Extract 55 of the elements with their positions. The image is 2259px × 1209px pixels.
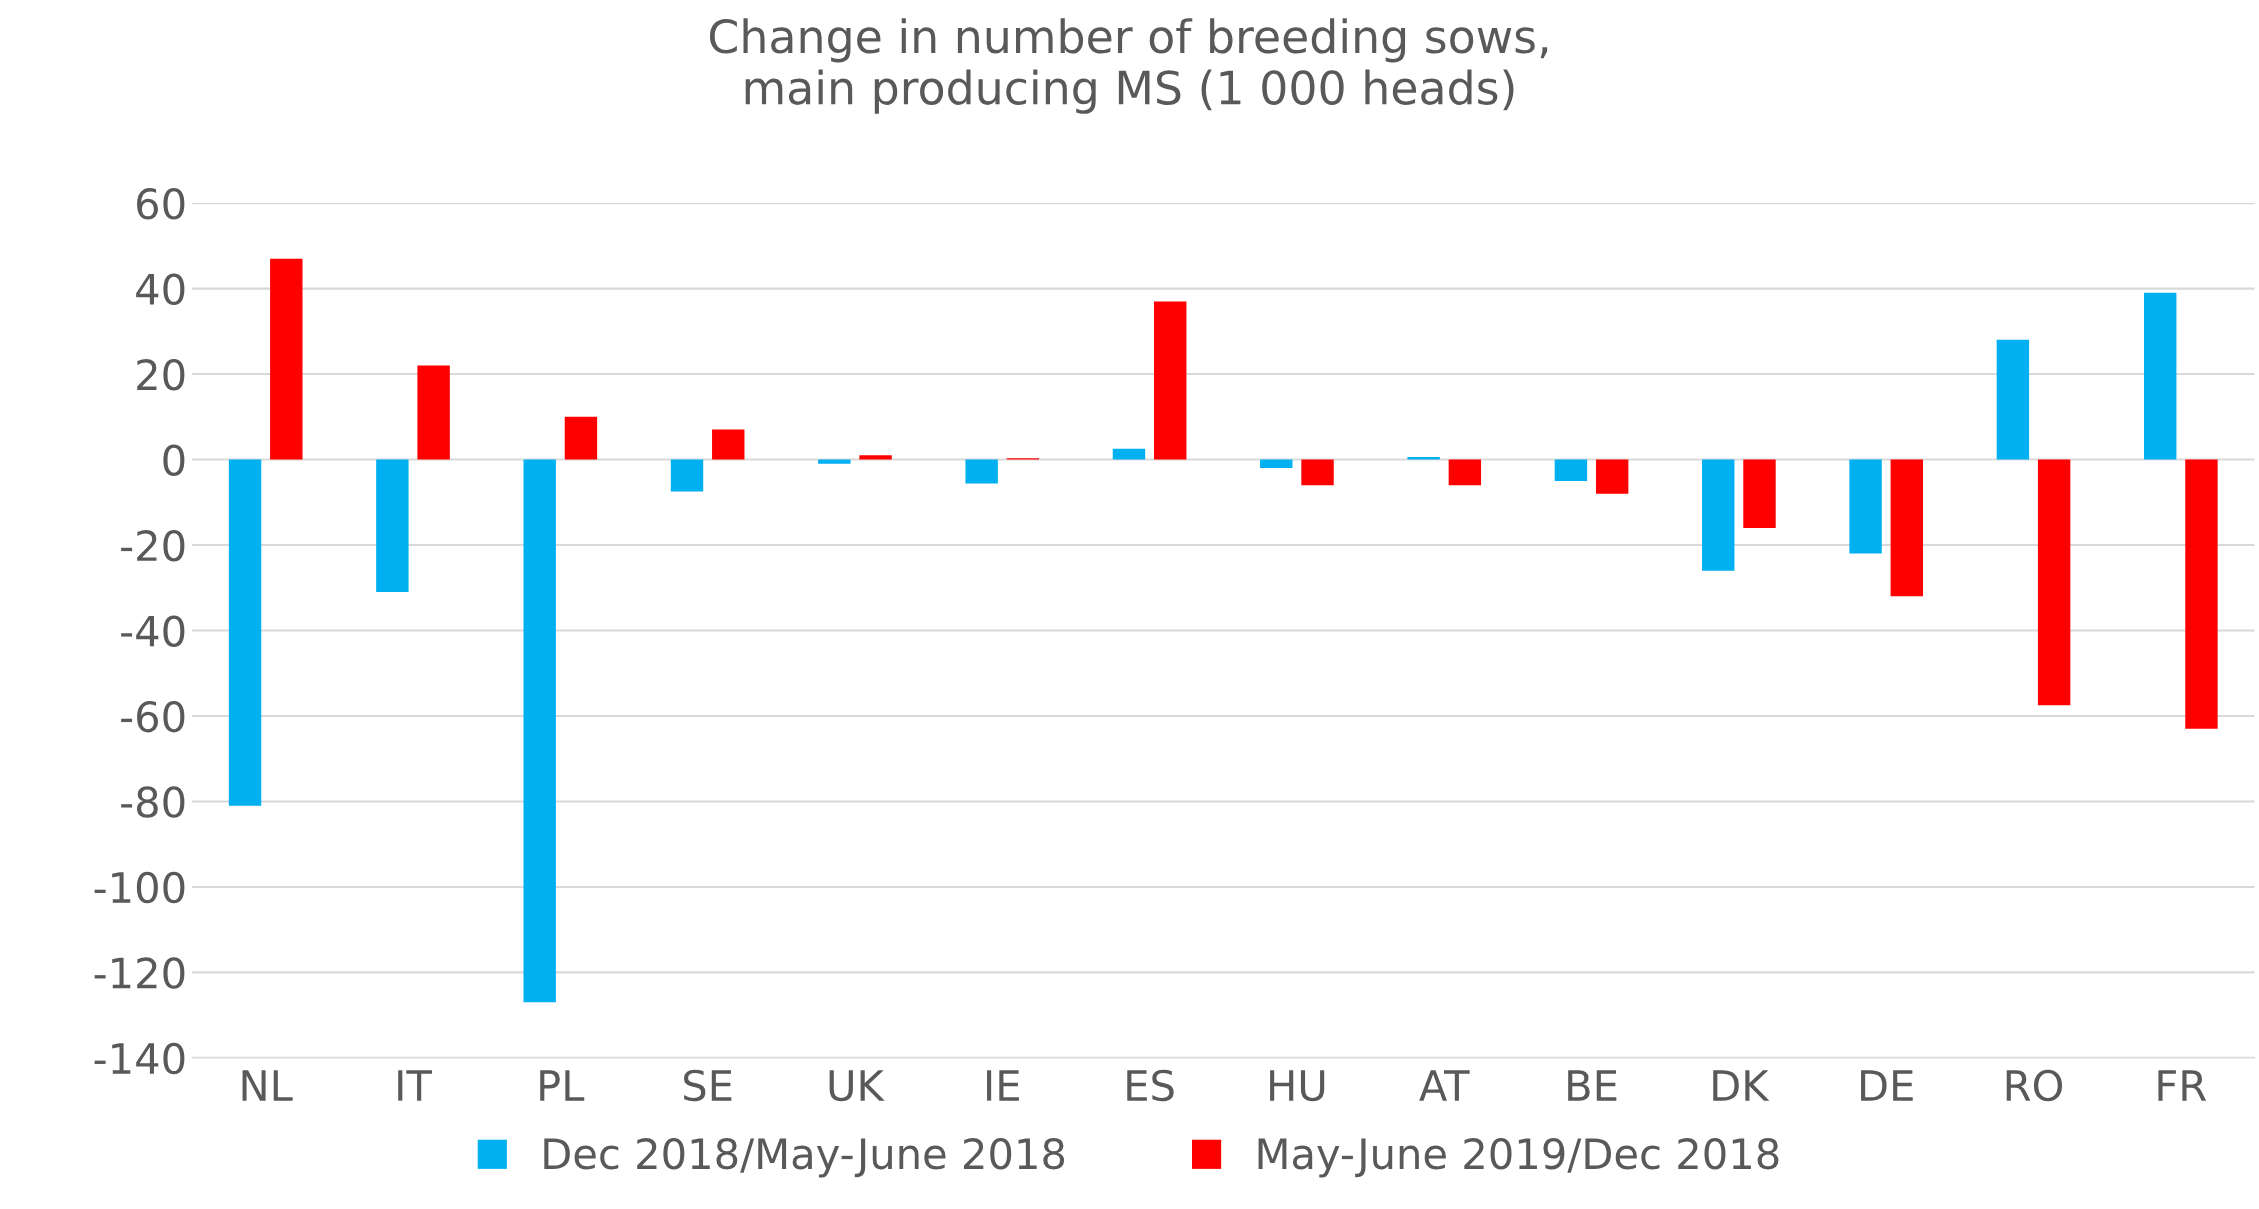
y-tick-label: 40 [136, 273, 185, 306]
bar [2143, 292, 2177, 460]
bar [965, 459, 998, 484]
bar [1702, 459, 1735, 571]
bar [1554, 459, 1588, 481]
y-tick-label: 60 [137, 188, 185, 220]
bar [1154, 301, 1187, 460]
y-tick-label: -80 [121, 786, 185, 818]
legend-label: Dec 2018/May-June 2018 [544, 1137, 1065, 1178]
chart-title: Change in number of breeding sows, main producing MS (1 000 heads) [709, 18, 1548, 114]
y-tick-label: -100 [94, 871, 185, 904]
bar [228, 459, 262, 806]
x-tick-label: DE [1861, 1070, 1913, 1101]
bar [1448, 459, 1482, 486]
bar [1301, 459, 1334, 486]
x-tick-label: RO [2006, 1069, 2063, 1102]
y-tick-label: -120 [94, 957, 185, 989]
bar [818, 459, 851, 464]
x-tick-label: IT [398, 1070, 432, 1101]
x-tick-label: AT [1419, 1070, 1470, 1101]
bar [1407, 456, 1440, 460]
x-tick-label: FR [2158, 1070, 2207, 1101]
bar [1890, 459, 1924, 597]
x-tick-label: ES [1127, 1069, 1174, 1102]
bar [1112, 448, 1146, 460]
bar [1260, 459, 1293, 469]
bar [712, 429, 745, 460]
bar [859, 455, 892, 460]
bar [1743, 459, 1776, 528]
y-tick-label: 0 [163, 444, 185, 476]
x-tick-label: NL [242, 1070, 293, 1101]
bar [523, 459, 556, 1003]
y-tick-label: -60 [121, 700, 185, 733]
bar [417, 365, 450, 460]
x-tick-label: UK [829, 1070, 885, 1102]
y-tick-label: 20 [137, 358, 185, 391]
x-tick-label: DK [1713, 1070, 1770, 1101]
x-tick-label: BE [1568, 1070, 1617, 1101]
x-tick-label: HU [1270, 1070, 1325, 1102]
x-tick-label: SE [683, 1069, 732, 1102]
bar [270, 258, 303, 460]
bar [376, 459, 409, 593]
bar [2185, 459, 2218, 729]
bar [1849, 459, 1882, 554]
x-tick-label: PL [540, 1070, 585, 1101]
y-tick-label: -20 [121, 529, 185, 562]
bar [564, 416, 598, 460]
legend-label: May-June 2019/Dec 2018 [1258, 1137, 1779, 1178]
y-tick-label: -140 [94, 1042, 185, 1075]
bar [1595, 459, 1629, 494]
y-tick-label: -40 [121, 615, 185, 647]
bar [1996, 339, 2030, 460]
bar [2037, 459, 2071, 706]
bar [670, 459, 704, 492]
x-tick-label: IE [987, 1070, 1019, 1101]
